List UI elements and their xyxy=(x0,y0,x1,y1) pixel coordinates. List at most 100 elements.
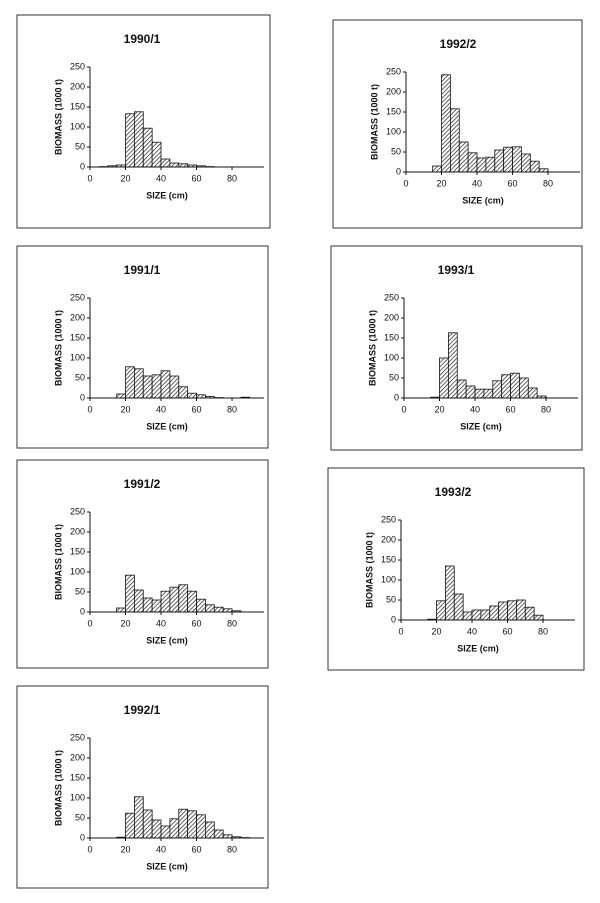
bar xyxy=(492,380,503,399)
y-tick-label: 200 xyxy=(70,81,85,91)
y-tick-label: 50 xyxy=(75,372,85,382)
bar xyxy=(489,605,500,621)
x-tick-label: 20 xyxy=(432,626,442,636)
chart-title: 1990/1 xyxy=(124,32,161,46)
x-tick-label: 60 xyxy=(506,404,516,414)
bar xyxy=(527,387,538,399)
bar xyxy=(447,332,458,399)
x-tick-label: 60 xyxy=(192,844,202,854)
bar xyxy=(133,796,144,839)
x-tick-label: 80 xyxy=(543,178,553,188)
x-tick-label: 20 xyxy=(121,404,131,414)
chart-panel: 0 50 100 150 200 250 0 20 40 60 80 1991/2 SIZE (cm) B… xyxy=(16,459,269,669)
x-tick-label: 20 xyxy=(435,404,445,414)
panel-border xyxy=(330,245,583,451)
y-tick-label: 200 xyxy=(70,752,85,762)
x-tick-label: 0 xyxy=(403,178,408,188)
bar xyxy=(213,606,224,613)
bar xyxy=(432,165,442,173)
y-tick-label: 250 xyxy=(70,292,85,302)
y-tick-label: 250 xyxy=(384,292,399,302)
bar xyxy=(498,601,508,621)
bar xyxy=(205,821,215,839)
panel-border xyxy=(327,467,585,671)
bar xyxy=(187,392,197,399)
bar xyxy=(485,156,496,173)
bar xyxy=(133,589,144,613)
x-tick-label: 60 xyxy=(192,173,202,183)
x-tick-label: 80 xyxy=(538,626,548,636)
y-tick-label: 0 xyxy=(80,606,85,616)
x-tick-label: 40 xyxy=(472,178,482,188)
x-tick-label: 80 xyxy=(227,404,237,414)
y-tick-label: 0 xyxy=(80,161,85,171)
bar xyxy=(151,374,162,399)
x-tick-label: 0 xyxy=(87,844,92,854)
bar xyxy=(142,127,153,168)
y-tick-label: 150 xyxy=(70,546,85,556)
bar xyxy=(441,74,451,173)
y-tick-label: 0 xyxy=(80,392,85,402)
bar xyxy=(503,146,513,173)
bar xyxy=(160,370,171,399)
bar xyxy=(116,607,126,613)
bar xyxy=(187,590,197,613)
chart-panel: 0 50 100 150 200 250 0 20 40 60 80 1992/1 SIZE (cm) B… xyxy=(16,685,269,889)
chart-title: 1991/1 xyxy=(124,263,161,277)
bar xyxy=(187,810,197,839)
bar xyxy=(125,113,135,168)
chart-panel: 0 50 100 150 200 250 0 20 40 60 80 1992/2 SIZE (cm) B… xyxy=(332,19,583,229)
bar xyxy=(439,357,449,399)
x-tick-label: 20 xyxy=(121,173,131,183)
x-axis-label: SIZE (cm) xyxy=(457,643,499,653)
y-tick-label: 250 xyxy=(70,732,85,742)
y-axis-label: BIOMASS (1000 t) xyxy=(364,532,374,608)
bar xyxy=(476,157,487,173)
y-tick-label: 50 xyxy=(389,372,399,382)
y-tick-label: 150 xyxy=(70,772,85,782)
x-tick-label: 20 xyxy=(121,844,131,854)
bar xyxy=(178,386,189,399)
bar xyxy=(116,393,126,399)
bar xyxy=(151,819,162,839)
x-tick-label: 40 xyxy=(156,618,166,628)
bar xyxy=(125,366,135,399)
bar xyxy=(142,809,153,839)
y-tick-label: 150 xyxy=(381,554,396,564)
x-tick-label: 40 xyxy=(467,626,477,636)
bar xyxy=(142,597,153,613)
chart-panel: 0 50 100 150 200 250 0 20 40 60 80 1993/2 SIZE (cm) B… xyxy=(327,467,585,671)
panel-border xyxy=(332,19,583,229)
x-tick-label: 80 xyxy=(227,844,237,854)
bar xyxy=(436,600,446,621)
y-tick-label: 50 xyxy=(386,594,396,604)
y-tick-label: 200 xyxy=(386,86,401,96)
y-tick-label: 0 xyxy=(396,166,401,176)
panel-border xyxy=(16,685,269,889)
bar xyxy=(178,808,189,839)
y-tick-label: 150 xyxy=(384,332,399,342)
bar xyxy=(196,814,206,839)
chart-panel: 0 50 100 150 200 250 0 20 40 60 80 1990/1 SIZE (cm) B… xyxy=(16,14,271,229)
x-tick-label: 80 xyxy=(227,173,237,183)
x-tick-label: 60 xyxy=(508,178,518,188)
bar xyxy=(458,141,469,173)
x-tick-label: 0 xyxy=(87,618,92,628)
y-tick-label: 50 xyxy=(391,146,401,156)
bar xyxy=(444,565,455,621)
bar xyxy=(494,149,505,173)
bar xyxy=(160,158,171,168)
x-tick-label: 0 xyxy=(87,173,92,183)
x-tick-label: 60 xyxy=(192,618,202,628)
bar xyxy=(142,375,153,399)
x-tick-label: 80 xyxy=(541,404,551,414)
bar xyxy=(160,590,171,613)
y-tick-label: 150 xyxy=(70,332,85,342)
y-tick-label: 100 xyxy=(381,574,396,584)
bar xyxy=(205,604,215,613)
bar xyxy=(529,160,540,173)
bar xyxy=(507,600,517,621)
chart-title: 1992/1 xyxy=(124,703,161,717)
bar xyxy=(533,614,544,621)
